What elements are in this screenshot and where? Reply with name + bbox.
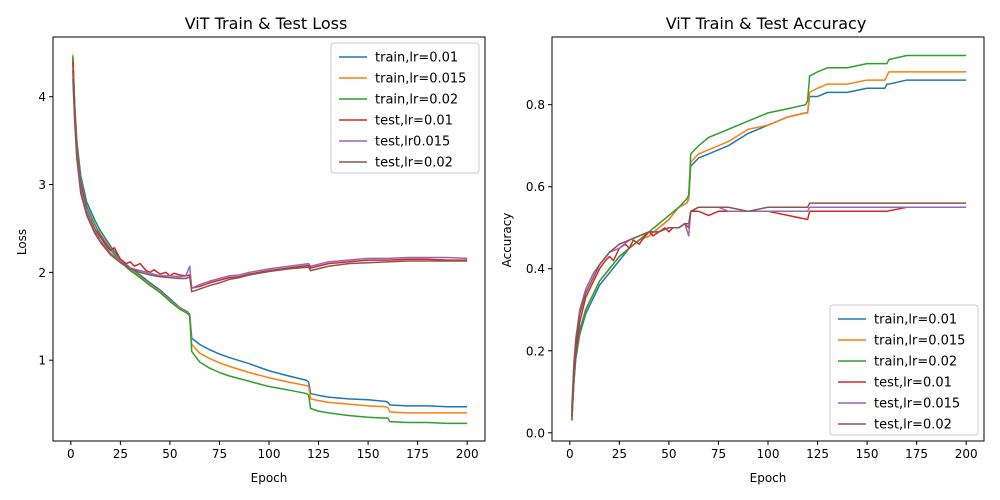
y-tick-label: 1 (38, 354, 46, 368)
y-tick-label: 0.4 (526, 262, 545, 276)
axis-ticks: 0 25 50 75 100 125 150 175 200 0.0 0.2 0.4 0.6 0.8 (526, 98, 978, 461)
series-line (72, 61, 468, 289)
y-tick-label: 0.8 (526, 98, 545, 112)
x-tick-label: 150 (357, 447, 380, 461)
loss-chart: ViT Train & Test Loss Epoch Loss 0 25 50 75… (15, 14, 486, 485)
x-tick-label: 0 (67, 447, 75, 461)
x-tick-label: 100 (258, 447, 281, 461)
plot-lines (72, 54, 468, 425)
x-tick-label: 0 (566, 447, 574, 461)
legend-box (829, 304, 979, 436)
y-axis-label: Accuracy (500, 213, 514, 268)
legend-label: test,lr=0.015 (874, 397, 960, 412)
legend-label: train,lr=0.01 (874, 313, 957, 328)
y-tick-label: 2 (38, 266, 46, 280)
legend-label: train,lr=0.02 (375, 93, 458, 108)
x-tick-label: 200 (456, 447, 479, 461)
y-tick-label: 0.2 (526, 344, 545, 358)
series-line (72, 79, 468, 289)
legend-label: train,lr=0.015 (874, 334, 965, 349)
axis-ticks: 0 25 50 75 100 125 150 175 200 1 2 3 4 (38, 90, 478, 461)
x-tick-label: 50 (162, 447, 177, 461)
x-tick-label: 25 (113, 447, 128, 461)
y-axis-label: Loss (15, 229, 29, 255)
chart-title: ViT Train & Test Loss (185, 14, 348, 33)
y-tick-label: 3 (38, 178, 46, 192)
x-tick-label: 150 (856, 447, 879, 461)
x-tick-label: 200 (955, 447, 978, 461)
x-tick-label: 125 (307, 447, 330, 461)
legend-label: test,lr=0.02 (874, 418, 952, 433)
x-axis-label: Epoch (251, 471, 288, 485)
series-line (72, 56, 468, 425)
x-tick-label: 25 (612, 447, 627, 461)
legend-label: train,lr=0.02 (874, 355, 957, 370)
series-line (72, 57, 468, 408)
x-tick-label: 75 (711, 447, 726, 461)
x-tick-label: 75 (212, 447, 227, 461)
legend: train,lr=0.01 train,lr=0.015 train,lr=0.02… (330, 42, 480, 174)
legend-label: test,lr=0.02 (375, 156, 453, 171)
legend-label: train,lr=0.015 (375, 72, 466, 87)
y-tick-label: 0.6 (526, 180, 545, 194)
legend-label: test,lr0.015 (375, 135, 450, 150)
plot-frame (551, 36, 985, 442)
chart-title: ViT Train & Test Accuracy (666, 14, 867, 33)
series-line (571, 79, 967, 421)
x-tick-label: 100 (757, 447, 780, 461)
legend-label: test,lr=0.01 (874, 376, 952, 391)
plot-lines (571, 54, 967, 421)
series-line (571, 54, 967, 421)
x-tick-label: 175 (905, 447, 928, 461)
y-tick-label: 4 (38, 90, 46, 104)
y-tick-label: 0.0 (526, 426, 545, 440)
x-tick-label: 50 (661, 447, 676, 461)
x-tick-label: 175 (406, 447, 429, 461)
legend-label: train,lr=0.01 (375, 51, 458, 66)
accuracy-chart: ViT Train & Test Accuracy Epoch Accuracy… (500, 14, 985, 485)
series-line (72, 70, 468, 293)
legend-label: test,lr=0.01 (375, 114, 453, 129)
legend: train,lr=0.01 train,lr=0.015 train,lr=0.02… (829, 304, 979, 436)
x-tick-label: 125 (806, 447, 829, 461)
plot-frame (52, 36, 486, 442)
legend-box (330, 42, 480, 174)
x-axis-label: Epoch (750, 471, 787, 485)
series-line (571, 202, 967, 413)
